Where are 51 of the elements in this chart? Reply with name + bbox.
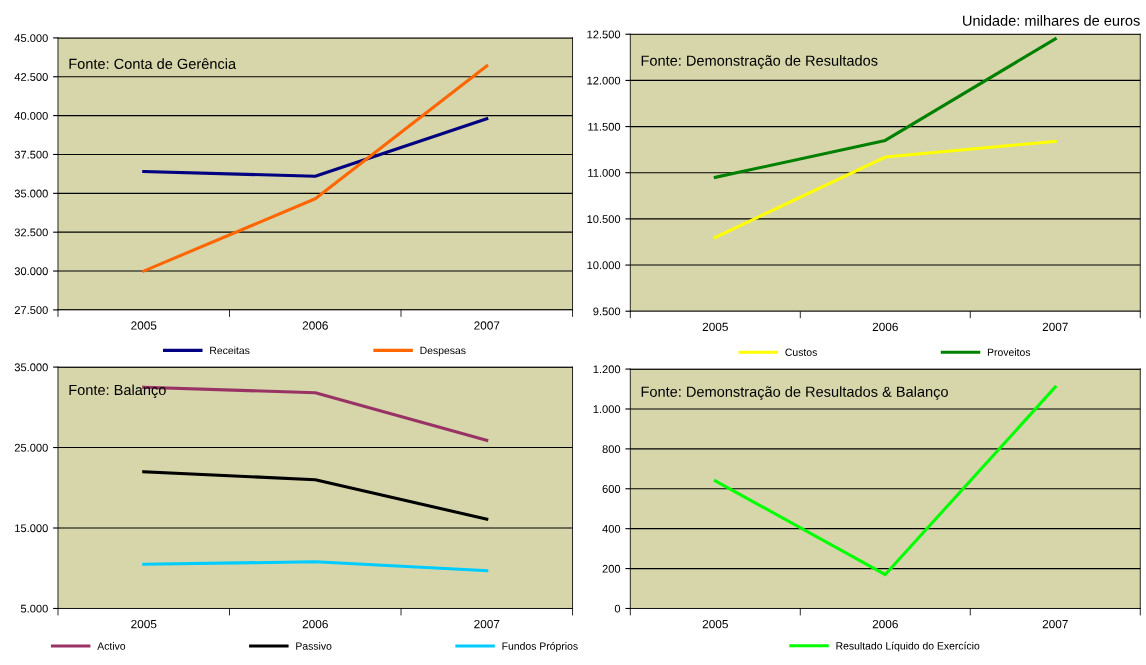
y-tick-label: 1.200 — [593, 365, 621, 374]
x-tick-label: 2007 — [1042, 322, 1068, 331]
y-tick-label: 9.500 — [593, 307, 621, 316]
legend-label: Despesas — [420, 346, 466, 357]
y-tick-label: 11.000 — [588, 169, 621, 177]
legend-label: Fundos Próprios — [502, 641, 578, 652]
y-tick-label: 10.000 — [587, 261, 621, 270]
y-tick-label: 30.000 — [14, 267, 48, 276]
annotation: Fonte: Demonstração de Resultados & Balanço — [641, 386, 948, 400]
x-tick-label: 2006 — [302, 321, 328, 330]
y-tick-label: 600 — [602, 485, 621, 493]
y-tick-label: 25.000 — [14, 443, 48, 452]
y-tick-label: 37.500 — [14, 150, 48, 159]
x-tick-label: 2005 — [702, 322, 728, 331]
x-tick-label: 2007 — [474, 321, 500, 330]
x-tick-label: 2006 — [872, 619, 898, 629]
y-tick-label: 11.500 — [588, 122, 621, 131]
annotation: Fonte: Demonstração de Resultados — [641, 55, 878, 69]
y-tick-label: 35.000 — [14, 189, 48, 198]
annotation: Fonte: Balanço — [69, 384, 166, 399]
y-tick-label: 35.000 — [14, 363, 48, 372]
y-tick-label: 0 — [614, 604, 621, 613]
y-tick-label: 32.500 — [14, 228, 48, 237]
y-tick-label: 12.000 — [587, 76, 621, 85]
y-tick-label: 42.500 — [14, 73, 48, 81]
annotation: Fonte: Conta de Gerência — [69, 58, 237, 70]
x-tick-label: 2006 — [302, 619, 328, 629]
x-tick-label: 2005 — [131, 321, 157, 330]
y-tick-label: 12.500 — [587, 30, 621, 39]
y-tick-label: 10.500 — [587, 215, 621, 224]
text: Unidade: milhares de euros — [963, 15, 1140, 26]
legend-label: Resultado Líquido do Exercício — [836, 641, 980, 652]
y-tick-label: 5.000 — [20, 604, 48, 613]
y-tick-label: 800 — [602, 445, 621, 454]
x-tick-label: 2007 — [474, 619, 500, 629]
legend-label: Activo — [97, 642, 126, 650]
y-tick-label: 40.000 — [14, 111, 48, 120]
y-tick-label: 400 — [602, 524, 621, 533]
y-tick-label: 200 — [602, 564, 621, 573]
y-tick-label: 45.000 — [14, 34, 48, 43]
legend-label: Passivo — [296, 642, 332, 650]
legend-label: Custos — [785, 348, 817, 356]
y-tick-label: 15.000 — [15, 524, 48, 533]
x-tick-label: 2005 — [702, 619, 728, 629]
x-tick-label: 2007 — [1042, 619, 1068, 629]
legend-label: Proveitos — [987, 348, 1031, 356]
y-tick-label: 27.500 — [14, 306, 48, 315]
x-tick-label: 2005 — [131, 619, 157, 629]
x-tick-label: 2006 — [872, 322, 898, 331]
y-tick-label: 1.000 — [593, 405, 621, 414]
legend-label: Receitas — [210, 346, 250, 355]
